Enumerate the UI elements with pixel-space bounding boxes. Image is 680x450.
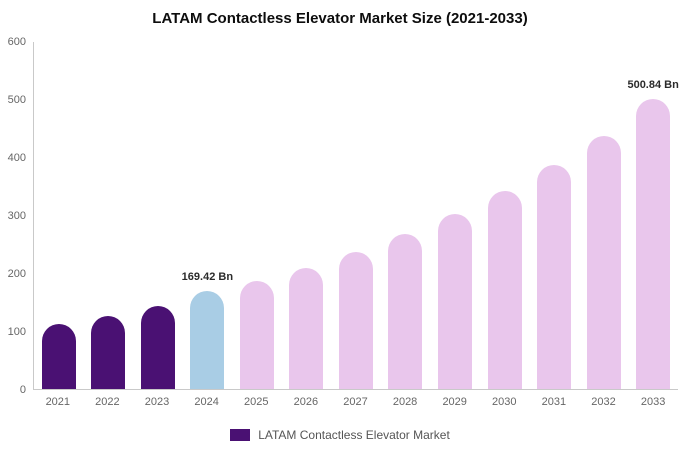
x-tick-label: 2025 [244, 396, 269, 408]
bar [586, 135, 621, 389]
y-tick-label: 100 [7, 326, 26, 338]
bar [239, 281, 274, 389]
y-axis: 0 100 200 300 400 500 600 [0, 36, 28, 396]
bar [91, 315, 126, 389]
x-tick-label: 2031 [541, 396, 567, 408]
plot-area: 169.42 Bn 500.84 Bn [33, 42, 679, 390]
bar [289, 267, 324, 389]
chart-title: LATAM Contactless Elevator Market Size (… [152, 10, 528, 27]
y-tick-label: 500 [7, 94, 26, 106]
bar-slot [480, 42, 530, 389]
bar-slot [232, 42, 282, 389]
bar-annotation: 500.84 Bn [627, 79, 679, 92]
bar [636, 99, 671, 389]
bar-slot [430, 42, 480, 389]
x-tick-label: 2033 [640, 396, 666, 408]
bar-slot [84, 42, 134, 389]
x-tick-label: 2030 [492, 396, 517, 408]
bar-slot [381, 42, 431, 389]
bar [338, 251, 373, 389]
y-tick-label: 600 [7, 36, 26, 48]
legend-swatch [230, 429, 251, 441]
bar-slot [34, 42, 84, 389]
x-tick-label: 2028 [392, 396, 418, 408]
x-tick-label: 2032 [591, 396, 616, 408]
x-tick-label: 2029 [442, 396, 467, 408]
bar-slot: 500.84 Bn [627, 42, 679, 389]
bar [388, 234, 423, 389]
y-tick-label: 0 [19, 384, 26, 396]
x-axis-labels: 2021 2022 2023 2024 2025 2026 2027 2028 2029 2030… [33, 396, 678, 408]
bar [190, 291, 225, 389]
bar-slot [133, 42, 183, 389]
bar-slot [331, 42, 381, 389]
bar [140, 305, 175, 389]
bar-slot [529, 42, 579, 389]
x-tick-label: 2023 [144, 396, 170, 408]
bar [487, 190, 522, 389]
x-tick-label: 2027 [343, 396, 368, 408]
legend: LATAM Contactless Elevator Market [0, 428, 680, 442]
x-tick-label: 2024 [194, 396, 219, 408]
legend-label: LATAM Contactless Elevator Market [258, 428, 450, 442]
y-tick-label: 400 [7, 152, 26, 164]
y-tick-label: 200 [7, 268, 26, 280]
y-tick-label: 300 [7, 210, 26, 222]
bar [537, 164, 572, 389]
bar-slot: 169.42 Bn [181, 42, 234, 389]
bar [41, 324, 76, 389]
bar-slot [282, 42, 332, 389]
x-tick-label: 2021 [45, 396, 71, 408]
bar-slot [579, 42, 629, 389]
bar-annotation: 169.42 Bn [181, 271, 234, 284]
bar [438, 213, 473, 389]
x-tick-label: 2026 [293, 396, 319, 408]
x-tick-label: 2022 [95, 396, 120, 408]
